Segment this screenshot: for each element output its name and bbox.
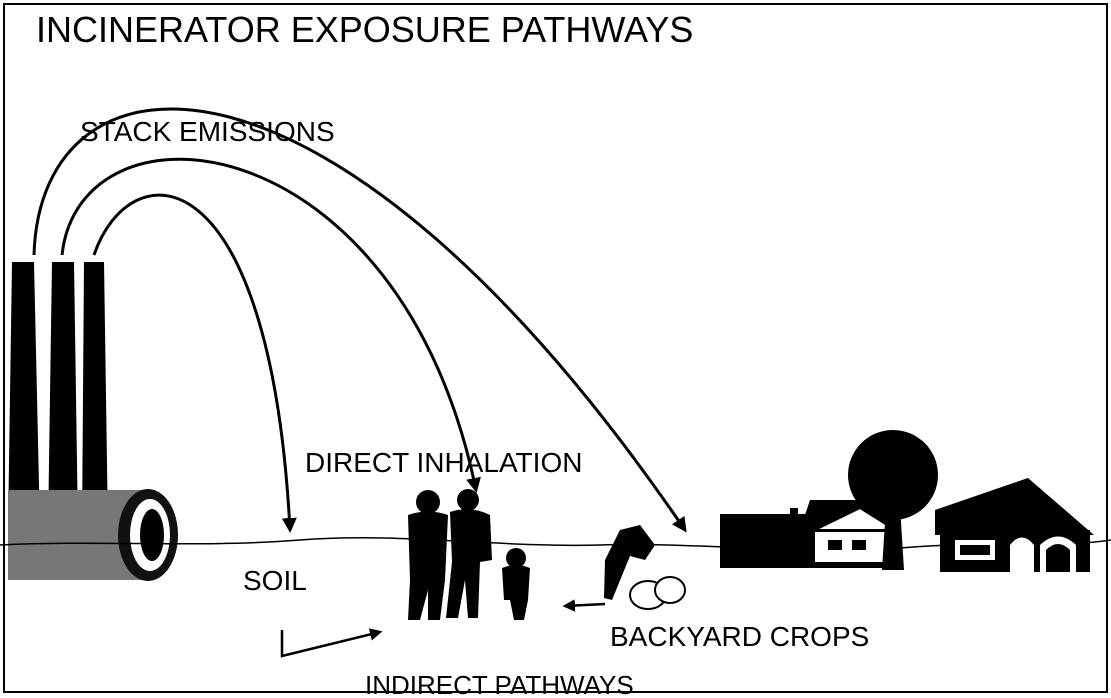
label: SOIL	[243, 565, 307, 596]
frame	[4, 4, 1107, 692]
label: INDIRECT PATHWAYS	[365, 670, 634, 698]
title: INCINERATOR EXPOSURE PATHWAYS	[36, 9, 693, 50]
label: DIRECT INHALATION	[305, 447, 582, 478]
label: STACK EMISSIONS	[80, 116, 335, 147]
label: BACKYARD CROPS	[610, 621, 869, 652]
diagram: INCINERATOR EXPOSURE PATHWAYS	[0, 0, 1111, 698]
